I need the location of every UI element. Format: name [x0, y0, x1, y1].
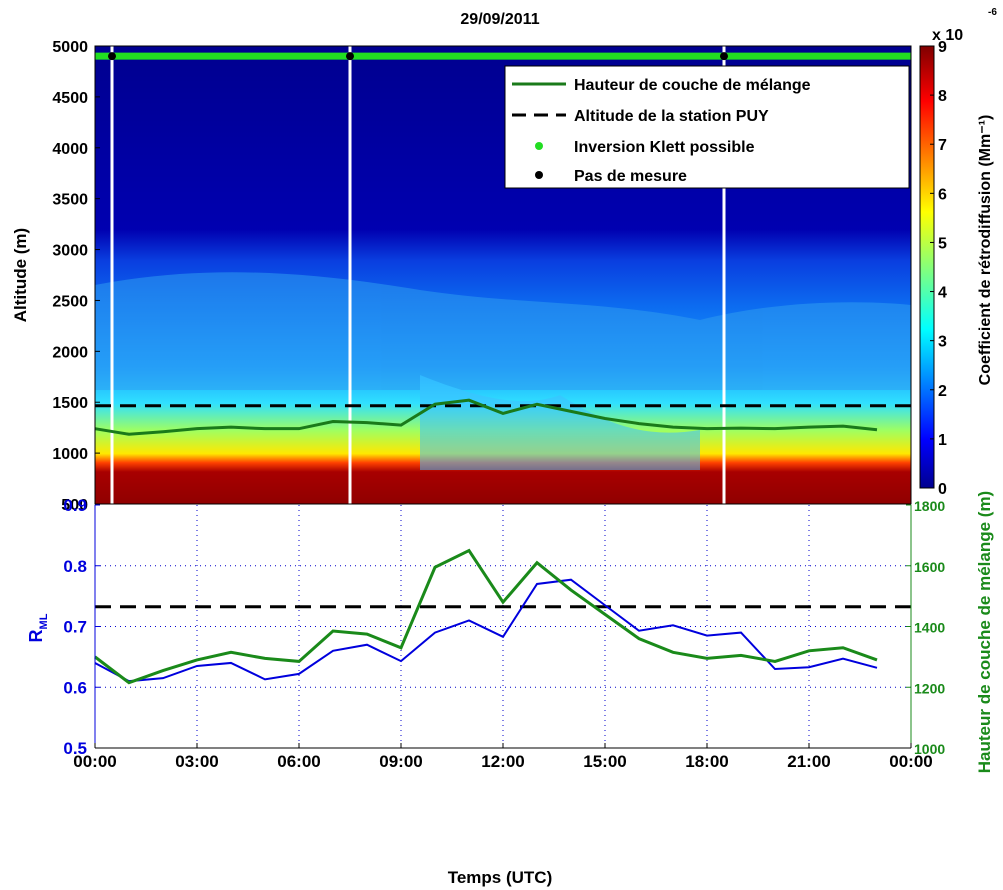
bottom-series: [94, 548, 911, 685]
legend-box: [504, 65, 910, 189]
chart-title: 29/09/2011: [460, 11, 539, 28]
left-axis-rml: 0.5 0.6 0.7 0.8 0.9: [63, 496, 100, 758]
no-measure-marker-0: [108, 52, 116, 61]
right-tick-label-0: 1000: [914, 741, 945, 757]
left-axis-label-main: R: [26, 629, 46, 642]
legend-label-station-altitude: Altitude de la station PUY: [574, 108, 769, 125]
right-axis-height: 1000 1200 1400 1600 1800: [906, 498, 945, 757]
legend-entry-station-altitude: Altitude de la station PUY: [512, 108, 769, 125]
left-tick-label-3: 0.8: [63, 557, 87, 576]
right-tick-label-1: 1200: [914, 680, 945, 696]
legend-entry-klett: Inversion Klett possible: [535, 139, 755, 156]
y-axis-label-altitude: Altitude (m): [11, 228, 30, 322]
x-axis-time: 00:00 03:00 06:00 09:00 12:00 15:00 18:00 21:00…: [73, 743, 933, 771]
legend: Hauteur de couche de mélange Altitude de…: [504, 65, 910, 189]
x-tick-label-0: 00:00: [73, 752, 116, 771]
y-tick-label-0: 500: [61, 497, 88, 514]
y-axis-altitude: 500 1000 1500 2000 2500 3000 3500 4000 4500 5000: [52, 39, 100, 514]
legend-label-no-measure: Pas de mesure: [574, 168, 687, 185]
legend-entry-mixing-height: Hauteur de couche de mélange: [512, 77, 811, 94]
colorbar-tick-label-5: 5: [938, 235, 947, 252]
x-tick-label-8: 00:00: [889, 752, 932, 771]
y-tick-label-1: 1000: [52, 446, 88, 463]
colorbar: [919, 45, 935, 489]
left-tick-label-0: 0.5: [63, 739, 87, 758]
left-tick-label-2: 0.7: [63, 618, 87, 637]
heatmap-overlay: [94, 45, 912, 505]
x-tick-label-2: 06:00: [277, 752, 320, 771]
colorbar-tick-label-6: 6: [938, 186, 947, 203]
x-tick-label-4: 12:00: [481, 752, 524, 771]
right-axis-label: Hauteur de couche de mélange (m): [975, 491, 994, 773]
y-tick-label-2: 1500: [52, 395, 88, 412]
colorbar-ticks: 0 1 2 3 4 5 6 7 8 9: [930, 39, 947, 498]
legend-label-klett: Inversion Klett possible: [574, 139, 755, 156]
colorbar-tick-label-0: 0: [938, 481, 947, 498]
right-tick-label-4: 1800: [914, 498, 945, 514]
colorbar-tick-label-4: 4: [938, 285, 947, 302]
left-axis-label-sub: ML: [38, 613, 50, 629]
left-tick-label-4: 0.9: [63, 496, 87, 515]
legend-label-mixing-height: Hauteur de couche de mélange: [574, 77, 811, 94]
series-line-0: [94, 578, 878, 683]
x-axis-label: Temps (UTC): [448, 868, 553, 887]
x-tick-label-7: 21:00: [787, 752, 830, 771]
y-tick-label-7: 4000: [52, 141, 88, 158]
y-tick-label-8: 4500: [52, 90, 88, 107]
colorbar-tick-label-3: 3: [938, 334, 947, 351]
y-tick-label-3: 2000: [52, 344, 88, 361]
bottom-plot-area: [95, 505, 911, 748]
colorbar-multiplier: x 10: [932, 27, 963, 44]
no-measure-marker-2: [720, 52, 728, 61]
legend-marker-black: [535, 171, 543, 179]
colorbar-tick-label-2: 2: [938, 383, 947, 400]
legend-entry-no-measure: Pas de mesure: [535, 168, 687, 185]
x-tick-label-1: 03:00: [175, 752, 218, 771]
colorbar-label: Coefficient de rétrodiffusion (Mm⁻¹): [977, 115, 994, 386]
series-line-1: [94, 548, 878, 685]
bottom-grid: [95, 505, 911, 748]
x-tick-label-5: 15:00: [583, 752, 626, 771]
colorbar-exponent: -6: [988, 7, 997, 18]
colorbar-tick-label-9: 9: [938, 39, 947, 56]
heatmap-frame: [94, 45, 912, 505]
colorbar-tick-label-1: 1: [938, 432, 947, 449]
y-tick-label-9: 5000: [52, 39, 88, 56]
left-tick-label-1: 0.6: [63, 678, 87, 697]
right-tick-label-3: 1600: [914, 559, 945, 575]
colorbar-tick-label-7: 7: [938, 137, 947, 154]
no-measure-marker-1: [346, 52, 354, 61]
y-tick-label-6: 3500: [52, 192, 88, 209]
right-tick-label-2: 1400: [914, 620, 945, 636]
y-tick-label-5: 3000: [52, 243, 88, 260]
legend-marker-green: [535, 142, 543, 150]
x-tick-label-6: 18:00: [685, 752, 728, 771]
y-tick-label-4: 2500: [52, 293, 88, 310]
x-tick-label-3: 09:00: [379, 752, 422, 771]
mixing-layer-line: [94, 398, 878, 436]
left-axis-label: RML: [26, 613, 50, 642]
heatmap-texture: [95, 272, 911, 470]
colorbar-tick-label-8: 8: [938, 88, 947, 105]
